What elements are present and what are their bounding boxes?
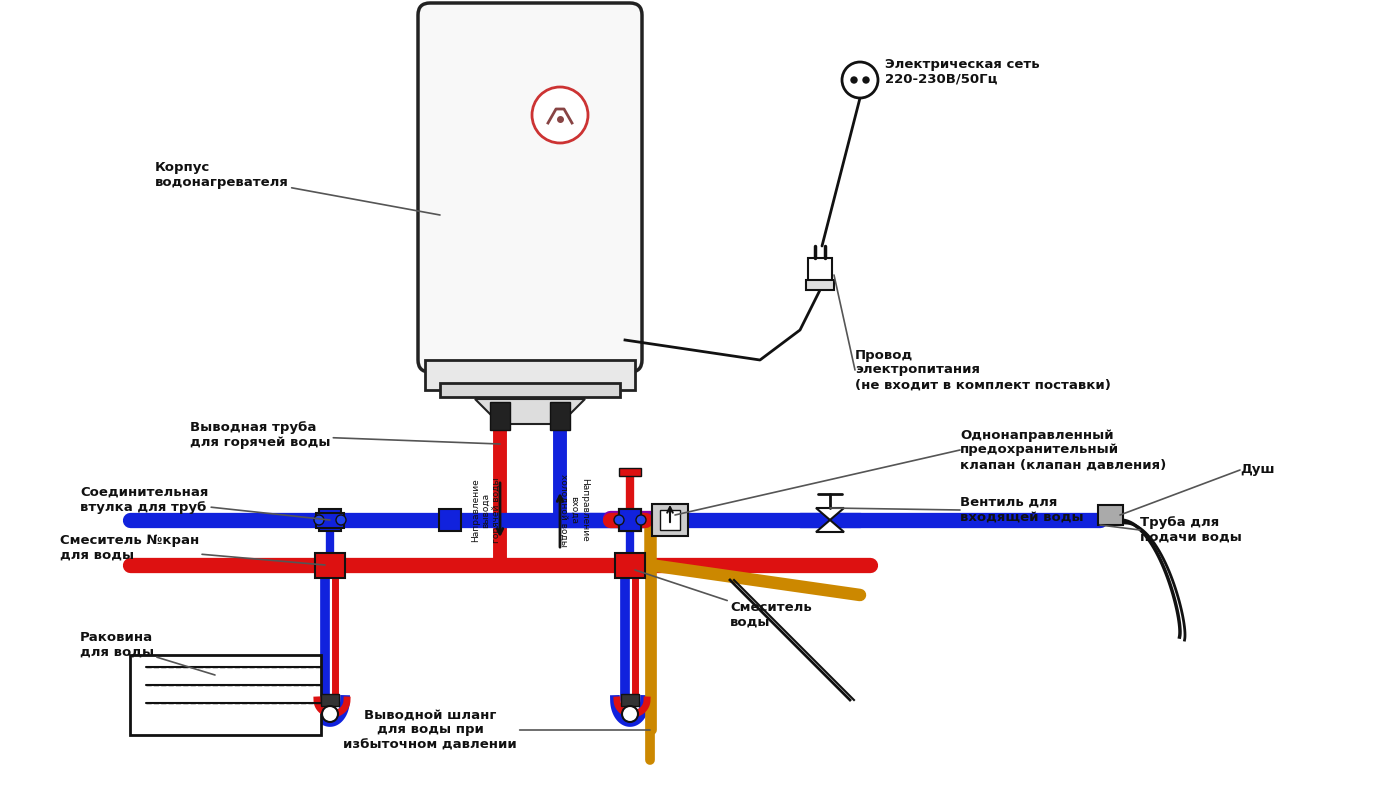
- Bar: [321, 694, 339, 706]
- Polygon shape: [130, 655, 321, 735]
- Bar: [614, 553, 645, 578]
- Text: Электрическая сеть
220-230В/50Гц: Электрическая сеть 220-230В/50Гц: [884, 58, 1039, 86]
- Bar: [619, 509, 641, 531]
- Text: Выводная труба
для горячей воды: Выводная труба для горячей воды: [190, 421, 500, 449]
- Bar: [621, 694, 639, 706]
- Text: Раковина
для воды: Раковина для воды: [80, 631, 215, 675]
- Bar: [425, 360, 635, 390]
- Text: Смеситель
воды: Смеситель воды: [635, 570, 812, 629]
- Bar: [316, 553, 345, 578]
- Bar: [440, 383, 620, 397]
- Bar: [549, 402, 570, 430]
- Polygon shape: [805, 280, 835, 290]
- Circle shape: [621, 706, 638, 722]
- Text: Выводной шланг
для воды при
избыточном давлении: Выводной шланг для воды при избыточном д…: [343, 709, 650, 751]
- Circle shape: [851, 77, 857, 83]
- Circle shape: [614, 515, 624, 525]
- Text: Провод
электропитания
(не входит в комплект поставки): Провод электропитания (не входит в компл…: [855, 349, 1111, 391]
- Circle shape: [314, 515, 324, 525]
- Bar: [652, 504, 688, 536]
- Polygon shape: [817, 508, 844, 520]
- Text: Направление
вывода
горячей воды: Направление вывода горячей воды: [471, 478, 501, 542]
- Circle shape: [637, 515, 646, 525]
- Text: Душ: Душ: [1240, 463, 1275, 477]
- Circle shape: [841, 62, 877, 98]
- Bar: [619, 509, 641, 531]
- Text: Труба для
подачи воды: Труба для подачи воды: [1140, 516, 1241, 544]
- Circle shape: [336, 515, 346, 525]
- Bar: [490, 402, 509, 430]
- Polygon shape: [475, 399, 585, 424]
- Text: Соединительная
втулка для труб: Соединительная втулка для труб: [80, 486, 329, 520]
- Circle shape: [864, 77, 869, 83]
- Bar: [316, 513, 345, 527]
- Text: Направление
входа
холодной воды: Направление входа холодной воды: [559, 474, 590, 546]
- Text: Смеситель №кран
для воды: Смеситель №кран для воды: [60, 534, 325, 565]
- Bar: [1098, 505, 1122, 525]
- Text: Корпус
водонагревателя: Корпус водонагревателя: [155, 161, 440, 215]
- Bar: [619, 468, 641, 476]
- Polygon shape: [808, 258, 832, 284]
- FancyBboxPatch shape: [418, 3, 642, 372]
- Bar: [318, 509, 340, 531]
- Bar: [660, 510, 680, 530]
- Circle shape: [531, 87, 588, 143]
- Text: Вентиль для
входящей воды: Вентиль для входящей воды: [960, 496, 1084, 524]
- Polygon shape: [817, 520, 844, 532]
- Bar: [439, 509, 461, 531]
- Circle shape: [322, 706, 338, 722]
- Text: Однонаправленный
предохранительный
клапан (клапан давления): Однонаправленный предохранительный клапа…: [960, 429, 1167, 471]
